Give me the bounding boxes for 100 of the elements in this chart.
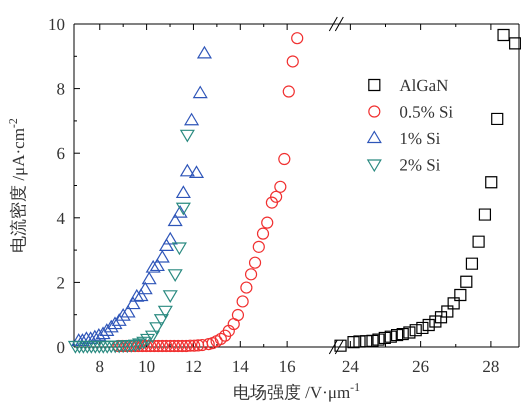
legend-label: 2% Si [399, 156, 441, 174]
point [202, 338, 215, 350]
point [156, 340, 168, 352]
point [282, 85, 295, 98]
point [497, 28, 510, 42]
point [466, 258, 478, 270]
point [72, 340, 86, 354]
point [261, 216, 274, 229]
x-tick-label: 12 [184, 357, 202, 376]
point [485, 176, 498, 188]
point [434, 311, 448, 324]
y-tick-label: 10 [48, 15, 65, 34]
point [104, 320, 118, 332]
point [100, 324, 114, 336]
point [138, 282, 152, 294]
point [140, 334, 155, 346]
point [121, 305, 136, 318]
point [180, 130, 194, 142]
point [454, 288, 466, 302]
point [222, 324, 235, 337]
legend-label: 0.5% Si [399, 102, 454, 122]
point [136, 336, 151, 349]
point [189, 166, 204, 178]
point [334, 340, 347, 352]
point [478, 208, 492, 221]
y-tick-label: 0 [56, 338, 65, 357]
point [172, 340, 184, 352]
point [84, 340, 98, 354]
point [460, 276, 472, 288]
point [193, 86, 208, 98]
point [68, 340, 83, 354]
point [155, 250, 170, 263]
point [472, 236, 485, 248]
point [491, 112, 504, 126]
point [278, 152, 290, 166]
point [210, 335, 223, 348]
point [180, 164, 194, 176]
point [108, 316, 122, 330]
point [160, 340, 172, 352]
point [270, 190, 282, 203]
point [228, 318, 240, 330]
point [104, 340, 118, 353]
point [378, 332, 391, 344]
point [92, 340, 106, 354]
point [188, 340, 200, 352]
point [218, 330, 232, 342]
point [108, 340, 122, 353]
point [252, 240, 265, 253]
point [88, 330, 102, 342]
point [232, 308, 244, 322]
point [176, 186, 190, 198]
point [80, 340, 94, 354]
point [172, 206, 188, 218]
x-tick-label: 28 [482, 357, 500, 376]
point [159, 238, 174, 251]
point [145, 330, 160, 343]
point [152, 340, 164, 352]
point [422, 318, 435, 332]
point [144, 340, 156, 352]
x-tick-label: 8 [96, 357, 104, 376]
x-axis-title: 电场强度 /V·μm$^{-1}$ [232, 380, 360, 402]
point [168, 214, 182, 226]
point [403, 326, 416, 339]
point [88, 340, 102, 354]
point [163, 232, 178, 245]
point [266, 196, 278, 209]
point [142, 272, 156, 284]
point [176, 202, 190, 215]
point [72, 334, 86, 346]
point [180, 340, 192, 352]
point [148, 340, 160, 352]
x-tick-label: 16 [278, 357, 296, 376]
point [197, 46, 212, 58]
point [384, 330, 397, 343]
legend-label: AlGaN [399, 76, 448, 95]
point [372, 333, 385, 346]
y-tick-label: 8 [56, 80, 65, 99]
point [96, 340, 110, 354]
point [236, 295, 249, 308]
point [429, 315, 442, 328]
x-tick-label: 14 [232, 357, 250, 376]
x-tick-label: 26 [412, 357, 430, 376]
point [168, 269, 182, 282]
point [441, 305, 454, 318]
point [96, 326, 110, 340]
y-tick-label: 4 [56, 208, 66, 228]
legend-label: 1% Si [399, 129, 441, 148]
point [396, 328, 409, 340]
point [366, 334, 379, 347]
point [100, 340, 114, 354]
point [448, 297, 460, 310]
point [416, 322, 428, 334]
point [172, 242, 186, 255]
point [274, 180, 286, 193]
point [256, 228, 270, 240]
point [244, 268, 258, 280]
point [206, 337, 219, 350]
point [390, 328, 404, 342]
point [76, 340, 90, 354]
point [126, 296, 140, 310]
